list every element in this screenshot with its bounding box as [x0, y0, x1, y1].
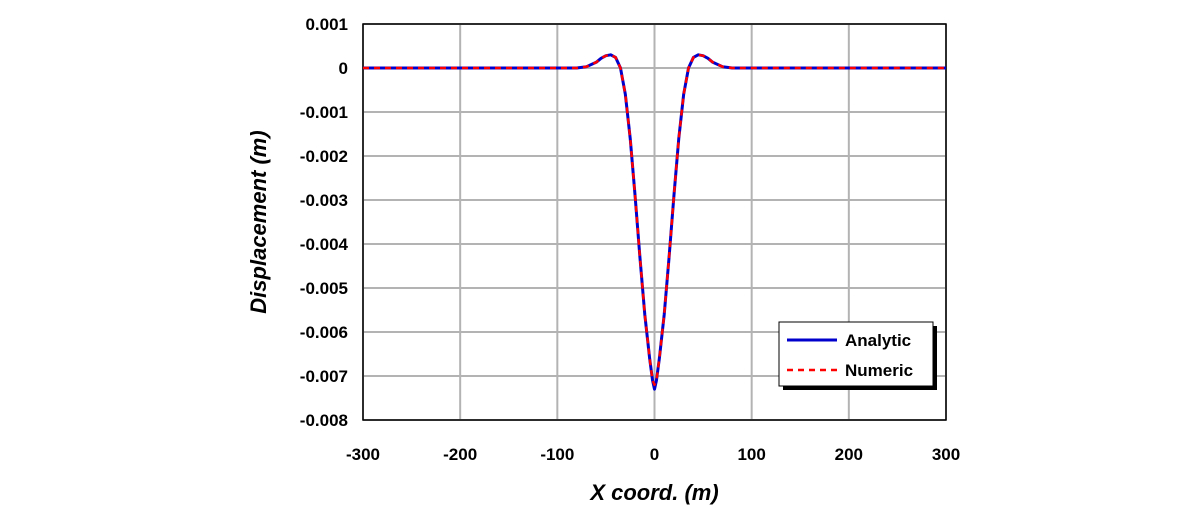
x-tick-label: -300: [346, 445, 380, 464]
y-tick-label: -0.004: [300, 235, 349, 254]
x-tick-label: 200: [835, 445, 863, 464]
y-tick-label: -0.007: [300, 367, 348, 386]
y-tick-label: -0.002: [300, 147, 348, 166]
x-axis-title: X coord. (m): [588, 480, 718, 505]
series-layer: [363, 53, 946, 391]
y-tick-label: -0.008: [300, 411, 348, 430]
x-tick-label: -200: [443, 445, 477, 464]
y-tick-label: -0.006: [300, 323, 348, 342]
x-tick-label: 0: [650, 445, 659, 464]
legend-label-analytic: Analytic: [845, 331, 911, 350]
x-tick-label: 100: [737, 445, 765, 464]
legend: Analytic Numeric: [778, 321, 937, 390]
legend-label-numeric: Numeric: [845, 361, 913, 380]
plot-area: [362, 23, 947, 421]
x-tick-labels: -300 -200 -100 0 100 200 300: [346, 445, 960, 464]
x-tick-label: 300: [932, 445, 960, 464]
y-tick-label: 0.001: [305, 15, 348, 34]
y-tick-label: -0.005: [300, 279, 348, 298]
y-tick-labels: 0.001 0 -0.001 -0.002 -0.003 -0.004 -0.005 -0.0…: [300, 15, 349, 430]
x-tick-label: -100: [540, 445, 574, 464]
y-tick-label: 0: [339, 59, 348, 78]
series-line-numeric: [363, 53, 946, 387]
y-tick-label: -0.001: [300, 103, 348, 122]
y-axis-title: Displacement (m): [246, 130, 271, 313]
y-tick-label: -0.003: [300, 191, 348, 210]
